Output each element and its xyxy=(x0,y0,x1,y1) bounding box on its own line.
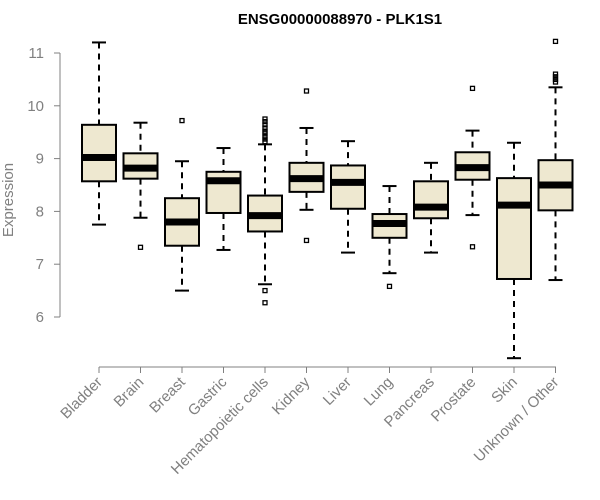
box-group xyxy=(205,147,242,251)
outlier-point xyxy=(552,71,559,77)
x-tick-label: Prostate xyxy=(428,374,480,426)
y-tick-label: 10 xyxy=(27,98,44,115)
x-tick-label: Skin xyxy=(488,374,521,407)
box xyxy=(413,180,449,220)
x-tick-label: Breast xyxy=(146,373,189,416)
y-tick-label: 6 xyxy=(36,309,44,326)
box-group xyxy=(164,117,200,292)
outlier-point xyxy=(262,116,268,122)
outlier-point xyxy=(262,133,268,140)
box-group xyxy=(247,116,283,306)
box-group xyxy=(288,88,325,244)
outlier-point xyxy=(262,122,268,128)
y-tick-label: 9 xyxy=(36,151,44,168)
outlier-point xyxy=(262,128,268,134)
box-group xyxy=(454,85,491,250)
y-axis: 6 7 8 9 10 11 xyxy=(27,45,61,326)
box-group xyxy=(330,140,366,254)
outlier-point xyxy=(137,244,144,250)
box-group xyxy=(496,141,532,360)
box-group xyxy=(81,41,117,226)
x-tick-label: Liver xyxy=(320,374,355,409)
x-tick-label: Brain xyxy=(111,374,148,411)
box xyxy=(330,164,366,210)
box-group xyxy=(413,161,449,254)
outlier-point xyxy=(386,283,393,290)
outlier-point xyxy=(303,88,310,94)
chart-title: ENSG00000088970 - PLK1S1 xyxy=(238,11,442,28)
outlier-point xyxy=(262,287,268,294)
y-tick-label: 7 xyxy=(36,256,44,273)
box-group xyxy=(537,38,574,282)
box xyxy=(81,123,117,183)
outlier-point xyxy=(262,300,268,306)
y-tick-label: 11 xyxy=(28,45,44,62)
outlier-point xyxy=(303,237,310,244)
x-tick-label: Lung xyxy=(361,374,397,410)
x-tick-label: Bladder xyxy=(57,374,106,423)
outlier-point xyxy=(469,85,476,92)
y-axis-label: Expression xyxy=(0,163,17,237)
box-group xyxy=(371,185,408,290)
outlier-point xyxy=(179,117,185,124)
outlier-point xyxy=(262,125,268,131)
y-tick-label: 8 xyxy=(36,203,44,220)
box-group xyxy=(122,121,159,250)
plot-area xyxy=(81,38,574,360)
outlier-point xyxy=(469,244,476,250)
x-tick-label: Kidney xyxy=(269,373,314,418)
box xyxy=(496,177,532,280)
outlier-point xyxy=(552,38,559,45)
